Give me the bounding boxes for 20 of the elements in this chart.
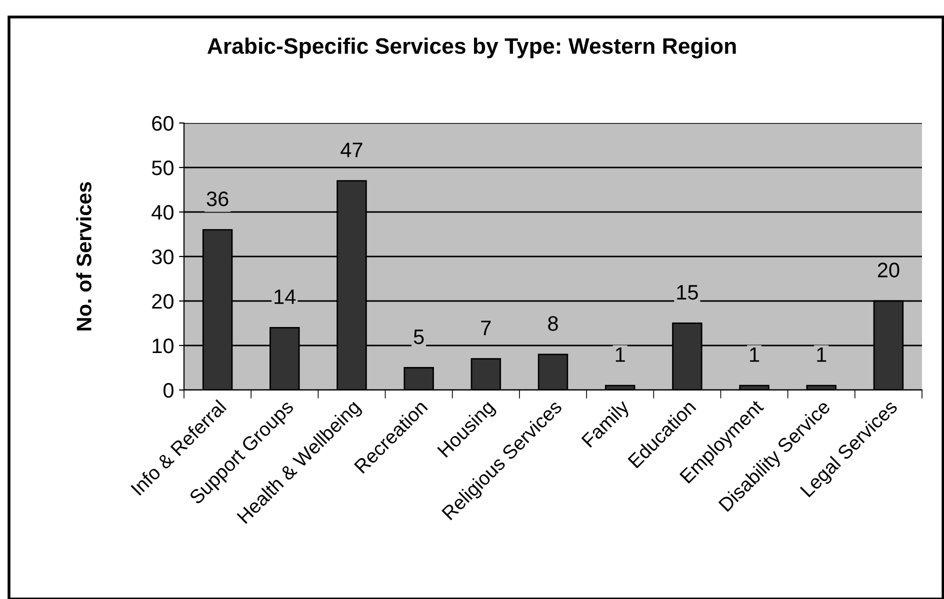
- y-tick-label: 30: [152, 250, 174, 264]
- data-label: 14: [274, 290, 296, 304]
- y-tick-label: 60: [152, 116, 174, 131]
- data-label: 36: [206, 191, 228, 206]
- y-tick-label: 50: [152, 160, 174, 176]
- y-tick-label: 10: [152, 338, 174, 354]
- data-label: 20: [878, 262, 900, 278]
- data-label: 1: [750, 347, 760, 362]
- data-label: 7: [481, 320, 491, 336]
- data-label: 8: [548, 316, 558, 331]
- data-label: 47: [340, 142, 362, 158]
- data-label: 15: [677, 285, 698, 300]
- data-label: 1: [817, 347, 826, 362]
- chart-title: Arabic-Specific Services by Type: Western Region: [207, 38, 736, 58]
- y-tick-label: 0: [164, 383, 174, 398]
- data-label: 1: [616, 347, 625, 362]
- y-tick-label: 20: [152, 294, 174, 309]
- y-tick-label: 40: [152, 205, 174, 220]
- data-label: 5: [414, 330, 424, 344]
- y-axis-title: No. of Services: [76, 182, 92, 330]
